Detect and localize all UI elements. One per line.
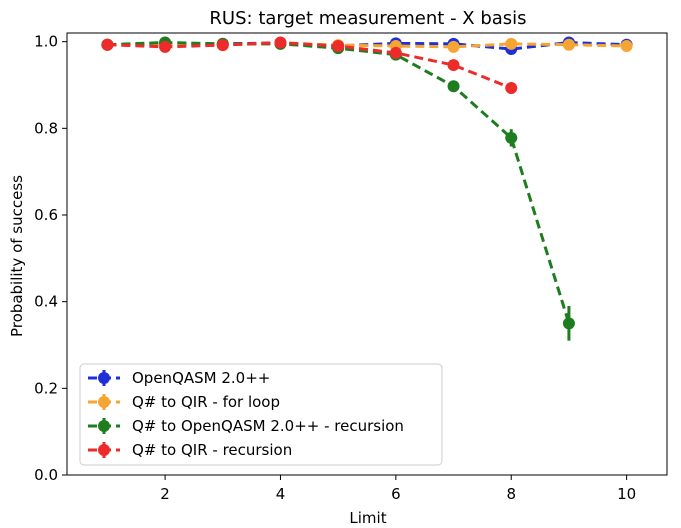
y-tick-label: 0.0 [34,466,58,484]
legend: OpenQASM 2.0++ Q# to QIR - for loop Q# to … [79,363,443,466]
y-axis-label: Probability of success [8,175,26,337]
legend-label: Q# to OpenQASM 2.0++ - recursion [132,417,404,435]
data-point [562,38,575,51]
plot-frame [66,32,668,476]
data-point [447,40,460,53]
series-line [107,41,512,90]
x-axis-label: Limit [349,509,386,527]
y-tick-label: 0.8 [34,119,58,137]
y-tick-label: 0.6 [34,206,58,224]
x-tick-label: 10 [617,485,636,503]
data-point [274,36,287,49]
legend-entry: Q# to QIR - recursion [88,441,292,459]
data-point [505,131,518,144]
x-tick-label: 8 [506,485,516,503]
y-tick-label: 0.2 [34,379,58,397]
data-point [505,82,518,95]
legend-frame [79,363,443,466]
data-point [562,317,575,330]
data-point [447,80,460,93]
data-point [447,59,460,72]
x-tick-label: 4 [276,485,286,503]
plot-area: 2 4 6 8 10 0.0 0.2 0.4 0.6 0.8 1.0 [34,32,668,503]
legend-entry: Q# to OpenQASM 2.0++ - recursion [88,417,404,435]
data-point [332,40,345,52]
y-tick-label: 1.0 [34,33,58,51]
legend-entry: Q# to QIR - for loop [88,393,280,411]
series-4 [101,36,518,95]
data-point [389,46,402,59]
legend-label: Q# to QIR - recursion [132,441,292,459]
legend-entry: OpenQASM 2.0++ [88,369,270,387]
y-tick-label: 0.4 [34,293,58,311]
data-point [505,37,518,50]
data-point [101,38,114,51]
data-point [159,40,172,53]
data-point [216,39,229,52]
x-tick-label: 6 [391,485,401,503]
chart-title: RUS: target measurement - X basis [209,8,526,29]
legend-marker [98,372,110,384]
legend-label: OpenQASM 2.0++ [132,369,270,387]
legend-marker [98,396,110,408]
x-tick-label: 2 [160,485,170,503]
legend-marker [98,420,110,432]
legend-marker [98,444,110,456]
series-3 [101,36,575,341]
legend-label: Q# to QIR - for loop [132,393,280,411]
data-point [620,40,633,52]
